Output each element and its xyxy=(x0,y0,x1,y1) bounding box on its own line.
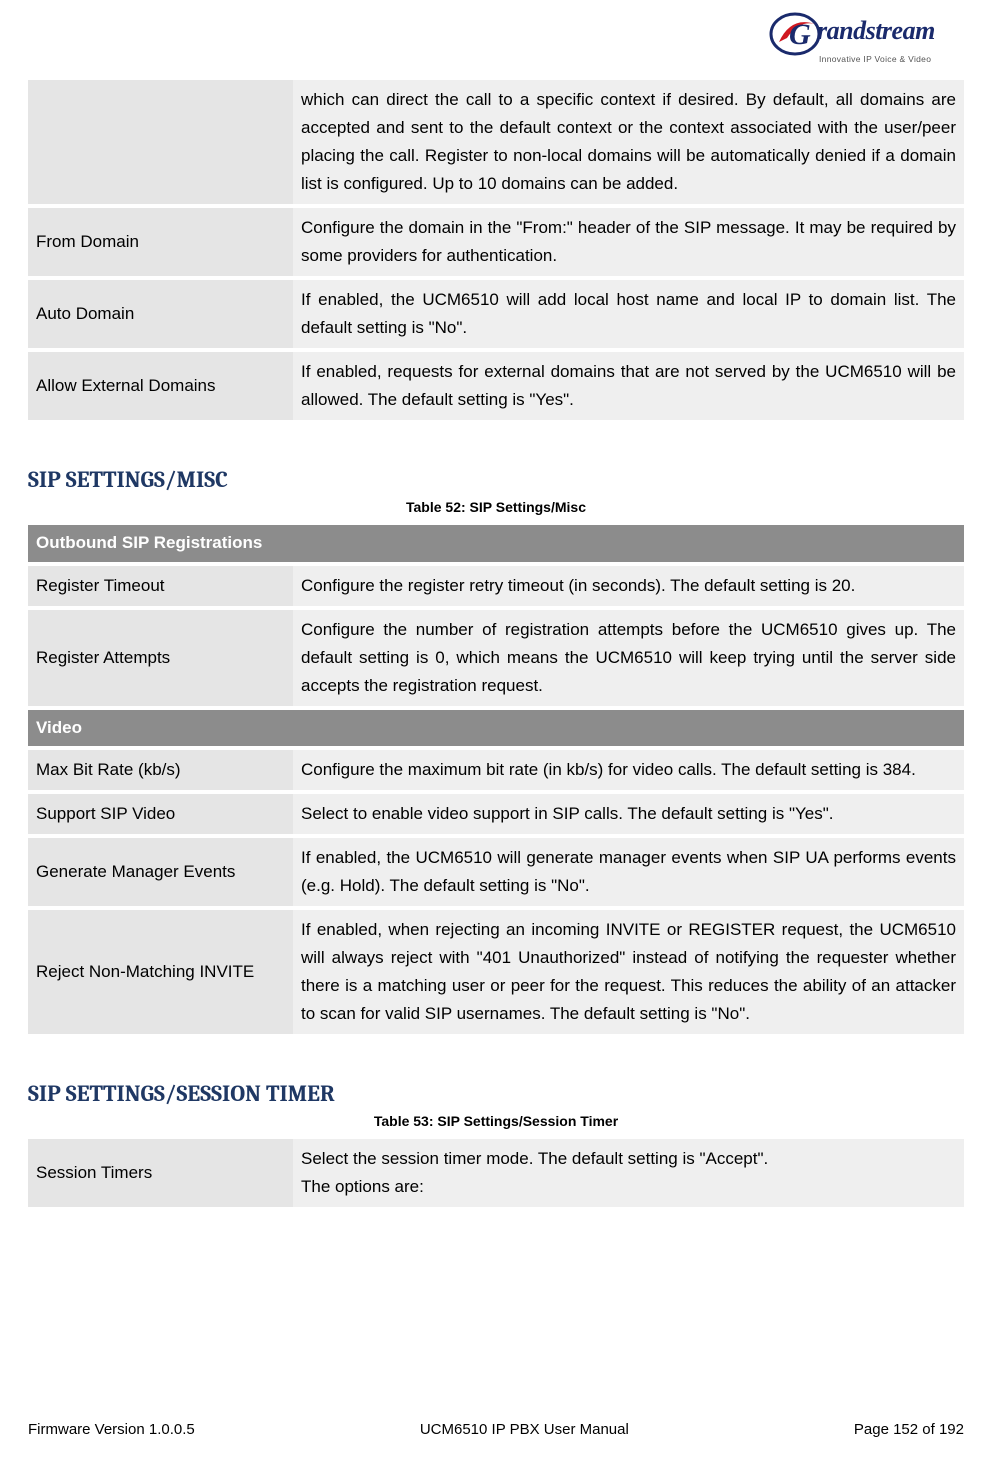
section-header-label: Outbound SIP Registrations xyxy=(28,525,964,561)
table-caption-52: Table 52: SIP Settings/Misc xyxy=(28,499,964,515)
setting-description: Select the session timer mode. The defau… xyxy=(293,1139,964,1207)
settings-table-3: Session TimersSelect the session timer m… xyxy=(28,1135,964,1211)
table-row: Register AttemptsConfigure the number of… xyxy=(28,610,964,706)
brand-logo: G randstream Innovative IP Voice & Video xyxy=(769,10,964,66)
table-row: Generate Manager EventsIf enabled, the U… xyxy=(28,838,964,906)
setting-label: Register Timeout xyxy=(28,566,293,606)
table-row: From DomainConfigure the domain in the "… xyxy=(28,208,964,276)
setting-label: Support SIP Video xyxy=(28,794,293,834)
footer-manual-title: UCM6510 IP PBX User Manual xyxy=(420,1421,629,1438)
table-row: Reject Non-Matching INVITEIf enabled, wh… xyxy=(28,910,964,1034)
setting-description: Configure the number of registration att… xyxy=(293,610,964,706)
table-section-header: Outbound SIP Registrations xyxy=(28,525,964,561)
footer-page-number: Page 152 of 192 xyxy=(854,1421,964,1438)
table-row: Allow External DomainsIf enabled, reques… xyxy=(28,352,964,420)
table-row: which can direct the call to a specific … xyxy=(28,80,964,204)
setting-description: which can direct the call to a specific … xyxy=(293,80,964,204)
table-row: Session TimersSelect the session timer m… xyxy=(28,1139,964,1207)
setting-description: If enabled, the UCM6510 will add local h… xyxy=(293,280,964,348)
setting-label xyxy=(28,80,293,204)
setting-description: If enabled, when rejecting an incoming I… xyxy=(293,910,964,1034)
setting-description: Configure the domain in the "From:" head… xyxy=(293,208,964,276)
section-header-label: Video xyxy=(28,710,964,746)
page-footer: Firmware Version 1.0.0.5 UCM6510 IP PBX … xyxy=(28,1421,964,1438)
setting-label: Session Timers xyxy=(28,1139,293,1207)
table-row: Auto DomainIf enabled, the UCM6510 will … xyxy=(28,280,964,348)
settings-table-1: which can direct the call to a specific … xyxy=(28,76,964,424)
table-row: Support SIP VideoSelect to enable video … xyxy=(28,794,964,834)
setting-label: Auto Domain xyxy=(28,280,293,348)
setting-label: Generate Manager Events xyxy=(28,838,293,906)
setting-description: If enabled, requests for external domain… xyxy=(293,352,964,420)
settings-table-2: Outbound SIP Registrations Register Timeo… xyxy=(28,521,964,1038)
setting-description: Configure the register retry timeout (in… xyxy=(293,566,964,606)
logo-tagline: Innovative IP Voice & Video xyxy=(819,54,931,64)
section-title-session: SIP SETTINGS/SESSION TIMER xyxy=(28,1080,964,1107)
setting-description: Select to enable video support in SIP ca… xyxy=(293,794,964,834)
setting-description: Configure the maximum bit rate (in kb/s)… xyxy=(293,750,964,790)
setting-label: Register Attempts xyxy=(28,610,293,706)
page-content: G randstream Innovative IP Voice & Video… xyxy=(0,0,992,1211)
setting-label: Reject Non-Matching INVITE xyxy=(28,910,293,1034)
logo-container: G randstream Innovative IP Voice & Video xyxy=(28,10,964,66)
section-title-misc: SIP SETTINGS/MISC xyxy=(28,466,964,493)
setting-label: Allow External Domains xyxy=(28,352,293,420)
table-row: Register TimeoutConfigure the register r… xyxy=(28,566,964,606)
svg-text:G: G xyxy=(789,18,811,51)
setting-label: Max Bit Rate (kb/s) xyxy=(28,750,293,790)
setting-label: From Domain xyxy=(28,208,293,276)
table-row: Max Bit Rate (kb/s)Configure the maximum… xyxy=(28,750,964,790)
setting-description: If enabled, the UCM6510 will generate ma… xyxy=(293,838,964,906)
logo-brand-text: randstream xyxy=(817,16,935,46)
table-section-header: Video xyxy=(28,710,964,746)
table-caption-53: Table 53: SIP Settings/Session Timer xyxy=(28,1113,964,1129)
footer-version: Firmware Version 1.0.0.5 xyxy=(28,1421,195,1438)
